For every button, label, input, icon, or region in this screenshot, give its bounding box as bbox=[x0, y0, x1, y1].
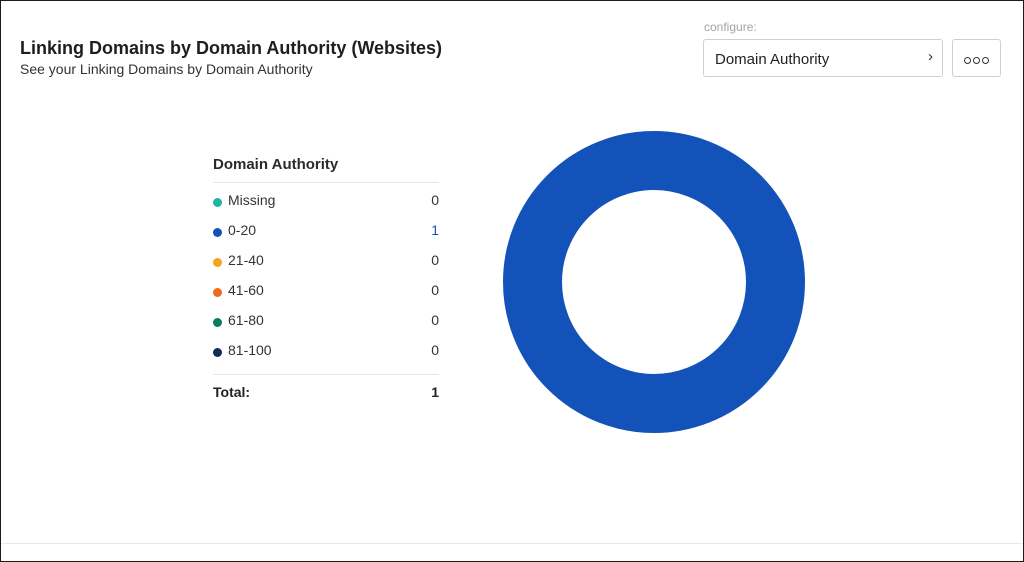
legend-count[interactable]: 1 bbox=[431, 222, 439, 238]
widget-title: Linking Domains by Domain Authority (Web… bbox=[20, 38, 443, 58]
chevron-right-icon: › bbox=[928, 48, 933, 65]
legend-count: 0 bbox=[431, 312, 439, 328]
configure-label: configure: bbox=[704, 20, 757, 34]
legend-count: 0 bbox=[431, 192, 439, 208]
legend-swatch bbox=[213, 258, 222, 267]
legend-item: 81-100 0 bbox=[213, 342, 439, 372]
legend-label: 81-100 bbox=[228, 342, 272, 358]
legend-swatch bbox=[213, 318, 222, 327]
legend-item: 21-40 0 bbox=[213, 252, 439, 282]
legend-label: 61-80 bbox=[228, 312, 264, 328]
legend-label: 0-20 bbox=[228, 222, 257, 238]
legend-item: Missing 0 bbox=[213, 192, 439, 222]
legend-item: 0-20 1 bbox=[213, 222, 439, 252]
legend-swatch bbox=[213, 348, 222, 357]
legend-rows: Missing 0 0-20 1 21-40 0 41-60 0 61-80 0 81-100 0 bbox=[213, 183, 439, 372]
legend-swatch bbox=[213, 288, 222, 297]
legend-swatch bbox=[213, 198, 222, 207]
legend-label: 21-40 bbox=[228, 252, 264, 268]
legend-count: 0 bbox=[431, 252, 439, 268]
configure-select-value: Domain Authority bbox=[715, 51, 830, 68]
widget-subtitle: See your Linking Domains by Domain Autho… bbox=[20, 61, 313, 77]
legend-item: 61-80 0 bbox=[213, 312, 439, 342]
legend-total-row: Total: 1 bbox=[213, 374, 439, 405]
legend-label: Missing bbox=[228, 192, 276, 208]
legend-total-value: 1 bbox=[431, 384, 439, 400]
legend-title: Domain Authority bbox=[213, 156, 439, 183]
legend-count: 0 bbox=[431, 342, 439, 358]
more-options-icon bbox=[953, 57, 1000, 64]
bottom-divider bbox=[1, 543, 1023, 544]
legend-count: 0 bbox=[431, 282, 439, 298]
donut-chart bbox=[503, 131, 805, 433]
legend-item: 41-60 0 bbox=[213, 282, 439, 312]
chart-legend: Domain Authority Missing 0 0-20 1 21-40 0 41-6… bbox=[213, 156, 439, 405]
configure-select[interactable]: Domain Authority › bbox=[703, 39, 943, 77]
donut-slice-0-20[interactable] bbox=[503, 131, 805, 433]
legend-swatch bbox=[213, 228, 222, 237]
legend-total-label: Total: bbox=[213, 384, 251, 400]
more-options-button[interactable] bbox=[952, 39, 1001, 77]
legend-label: 41-60 bbox=[228, 282, 264, 298]
